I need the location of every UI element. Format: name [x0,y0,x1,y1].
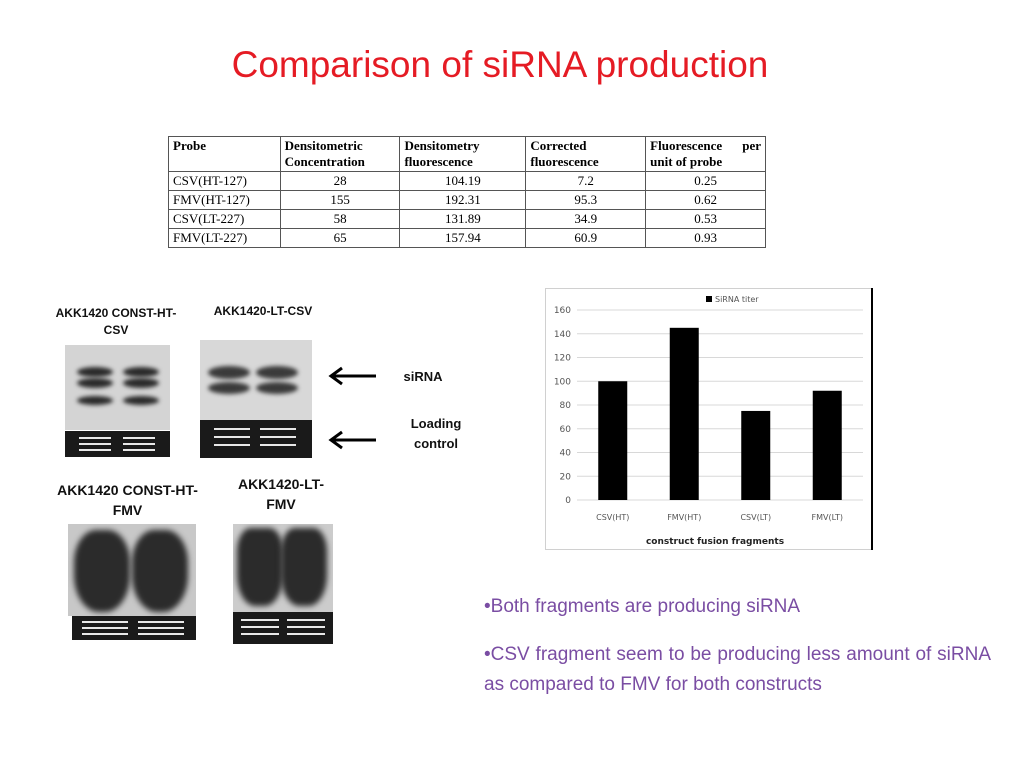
legend-swatch [706,296,712,302]
bullet-list: •Both fragments are producing siRNA •CSV… [484,592,991,718]
loading-control-gel [233,612,333,644]
table-cell: 157.94 [399,228,527,248]
table-cell: 60.9 [525,228,647,248]
loading-control-gel [65,431,170,457]
y-tick-label: 20 [560,472,572,482]
table-cell: 28 [279,171,401,191]
y-tick-label: 80 [560,401,572,411]
blot-label-const-ht-csv: AKK1420 CONST-HT-CSV [55,306,177,337]
legend-entry: SiRNA titer [715,295,759,304]
table-cell: 0.25 [645,171,766,191]
table-cell: 34.9 [525,209,647,229]
table-row: FMV(LT-227) 65 157.94 60.9 0.93 [168,228,766,248]
bar [669,327,699,500]
table-cell: 155 [279,190,401,210]
northern-blot-image [68,524,196,616]
table-cell: CSV(HT-127) [168,171,281,191]
table-cell: 58 [279,209,401,229]
northern-blot-image [65,345,170,430]
sirna-label: siRNA [403,369,443,384]
arrow-left-icon [328,366,376,386]
y-tick-label: 40 [560,449,572,459]
bullet-item: •CSV fragment seem to be producing less … [484,644,991,695]
bar [598,381,628,500]
table-row: CSV(HT-127) 28 104.19 7.2 0.25 [168,171,766,191]
page-title: Comparison of siRNA production [231,44,769,85]
table-cell: 65 [279,228,401,248]
northern-blot-image [233,524,333,612]
table-header-cell: Densitometry fluorescence [399,136,527,172]
loading-control-gel [72,616,196,640]
y-tick-label: 160 [554,306,571,316]
bullet-item: •Both fragments are producing siRNA [484,596,801,617]
table-header-cell: Fluorescence per unit of probe [645,136,766,172]
x-tick-label: FMV(LT) [812,513,843,522]
table-cell: 192.31 [399,190,527,210]
table-cell: FMV(HT-127) [168,190,281,210]
table-cell: 131.89 [399,209,527,229]
y-tick-label: 120 [554,354,571,364]
y-tick-label: 140 [554,330,571,340]
blot-label-lt-fmv: AKK1420-LT-FMV [237,476,325,512]
results-table: Probe Densitometric Concentration Densit… [168,136,766,248]
y-tick-label: 60 [560,425,572,435]
table-cell: 0.93 [645,228,766,248]
northern-blot-image [200,340,312,420]
sirna-titer-bar-chart: 0 20 40 60 80 100 120 140 160 CSV(HT) FMV(HT) CSV(… [545,288,873,550]
table-cell: CSV(LT-227) [168,209,281,229]
table-cell: 104.19 [399,171,527,191]
y-tick-label: 0 [565,496,571,506]
table-header-cell: Probe [168,136,281,172]
bar [812,390,842,500]
arrow-left-icon [328,430,376,450]
y-tick-label: 100 [554,377,571,387]
x-axis-label: construct fusion fragments [646,537,784,547]
table-cell: FMV(LT-227) [168,228,281,248]
loading-control-label: Loading control [410,416,462,451]
table-header-cell: Densitometric Concentration [279,136,401,172]
x-tick-label: FMV(HT) [667,513,701,522]
table-row: FMV(HT-127) 155 192.31 95.3 0.62 [168,190,766,210]
table-cell: 95.3 [525,190,647,210]
table-row: CSV(LT-227) 58 131.89 34.9 0.53 [168,209,766,229]
table-cell: 7.2 [525,171,647,191]
table-cell: 0.53 [645,209,766,229]
x-tick-label: CSV(HT) [596,513,629,522]
blot-label-const-ht-fmv: AKK1420 CONST-HT-FMV [57,482,198,518]
table-header-row: Probe Densitometric Concentration Densit… [168,136,766,172]
table-cell: 0.62 [645,190,766,210]
blot-label-lt-csv: AKK1420-LT-CSV [213,304,313,318]
bar [741,410,771,500]
loading-control-gel [200,420,312,458]
x-tick-label: CSV(LT) [740,513,771,522]
table-header-cell: Corrected fluorescence [525,136,647,172]
